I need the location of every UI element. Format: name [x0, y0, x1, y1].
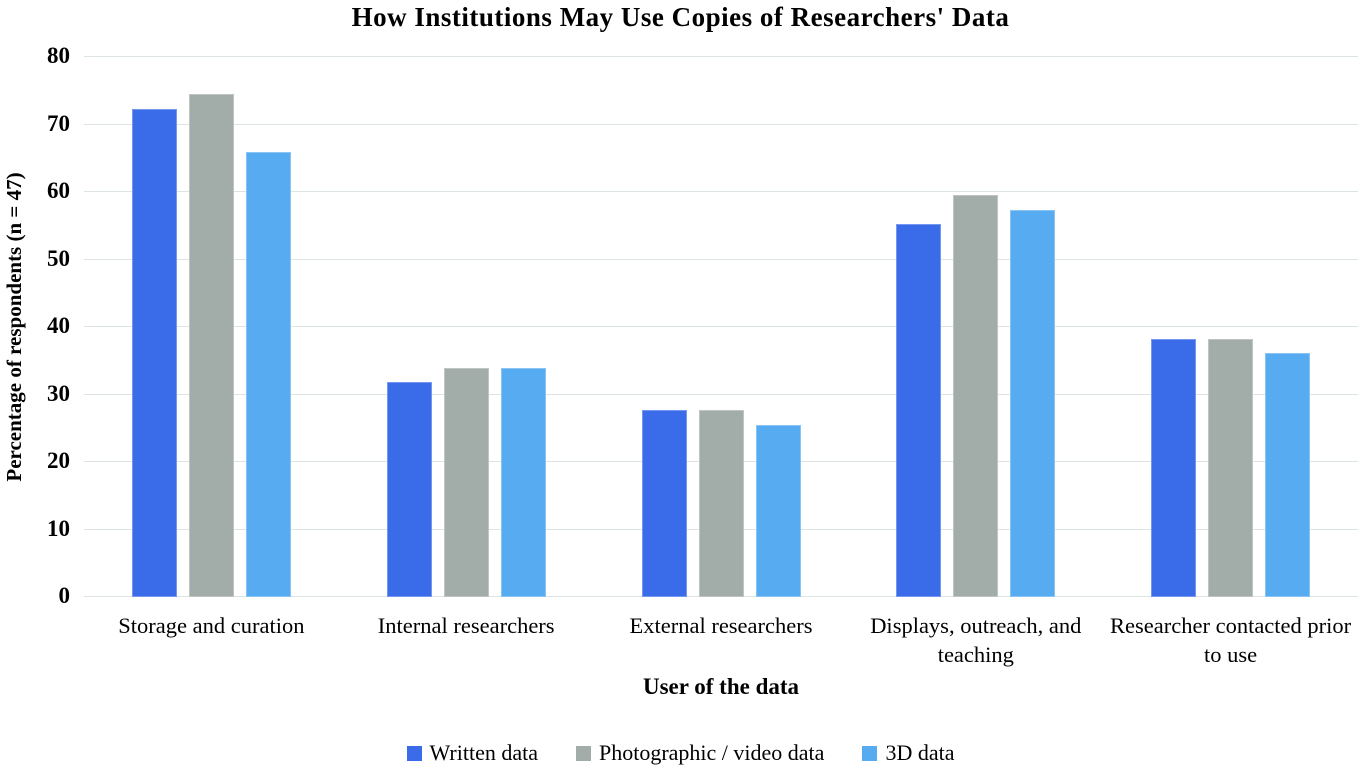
legend-item: Written data — [406, 740, 538, 766]
bar-3d-data — [755, 424, 801, 597]
bar-written-data — [1151, 338, 1197, 597]
bar-written-data — [641, 410, 687, 597]
legend-swatch-icon — [406, 745, 422, 761]
x-category-label: Storage and curation — [118, 613, 305, 638]
legend-label: Photographic / video data — [598, 740, 825, 765]
bar-3d-data — [245, 151, 291, 597]
y-tick-label: 40 — [47, 313, 70, 338]
bar-photographic-video-data — [443, 367, 489, 597]
y-tick-label: 10 — [47, 515, 70, 541]
gridline — [84, 393, 1358, 395]
gridline — [84, 123, 1358, 125]
legend-item: Photographic / video data — [575, 740, 825, 766]
y-tick-label: 0 — [58, 583, 71, 608]
chart-title: How Institutions May Use Copies of Resea… — [351, 2, 1010, 32]
bar-photographic-video-data — [188, 94, 234, 597]
y-tick-label: 20 — [47, 448, 70, 473]
bar-photographic-video-data — [1208, 338, 1254, 597]
bar-group — [641, 410, 801, 597]
bar-group — [131, 94, 291, 597]
x-category-label: Displays, outreach, and teaching — [870, 613, 1082, 667]
bar-group — [896, 194, 1056, 597]
x-category-label: Internal researchers — [377, 613, 555, 638]
legend-item: 3D data — [862, 740, 954, 766]
bar-3d-data — [1265, 352, 1311, 597]
y-tick-label: 30 — [47, 380, 70, 406]
y-tick-label: 60 — [47, 178, 70, 203]
legend-swatch-icon — [575, 745, 591, 761]
bar-group — [1151, 338, 1311, 597]
bar-written-data — [131, 109, 177, 597]
legend: Written data Photographic / video data 3D … — [0, 740, 1361, 766]
gridline — [84, 258, 1358, 260]
gridline — [84, 191, 1358, 192]
x-category-label: Researcher contacted prior to use — [1110, 613, 1352, 667]
legend-label: Written data — [429, 740, 538, 765]
bar-written-data — [386, 381, 432, 597]
x-axis-title: User of the data — [642, 674, 800, 699]
gridline — [84, 326, 1358, 327]
legend-swatch-icon — [862, 745, 878, 761]
bar-group — [386, 367, 546, 597]
bar-photographic-video-data — [698, 410, 744, 597]
y-tick-label: 80 — [47, 43, 70, 68]
gridline — [84, 56, 1358, 57]
legend-label: 3D data — [885, 740, 955, 765]
y-tick-label: 70 — [47, 110, 70, 136]
bar-written-data — [896, 223, 942, 597]
bar-3d-data — [1010, 209, 1056, 597]
plot-area: 0 10 20 30 40 50 60 70 80 — [47, 44, 1358, 608]
x-category-label: External researchers — [629, 613, 813, 638]
bar-photographic-video-data — [953, 194, 999, 597]
bar-3d-data — [500, 367, 546, 597]
y-tick-label: 50 — [47, 245, 70, 271]
